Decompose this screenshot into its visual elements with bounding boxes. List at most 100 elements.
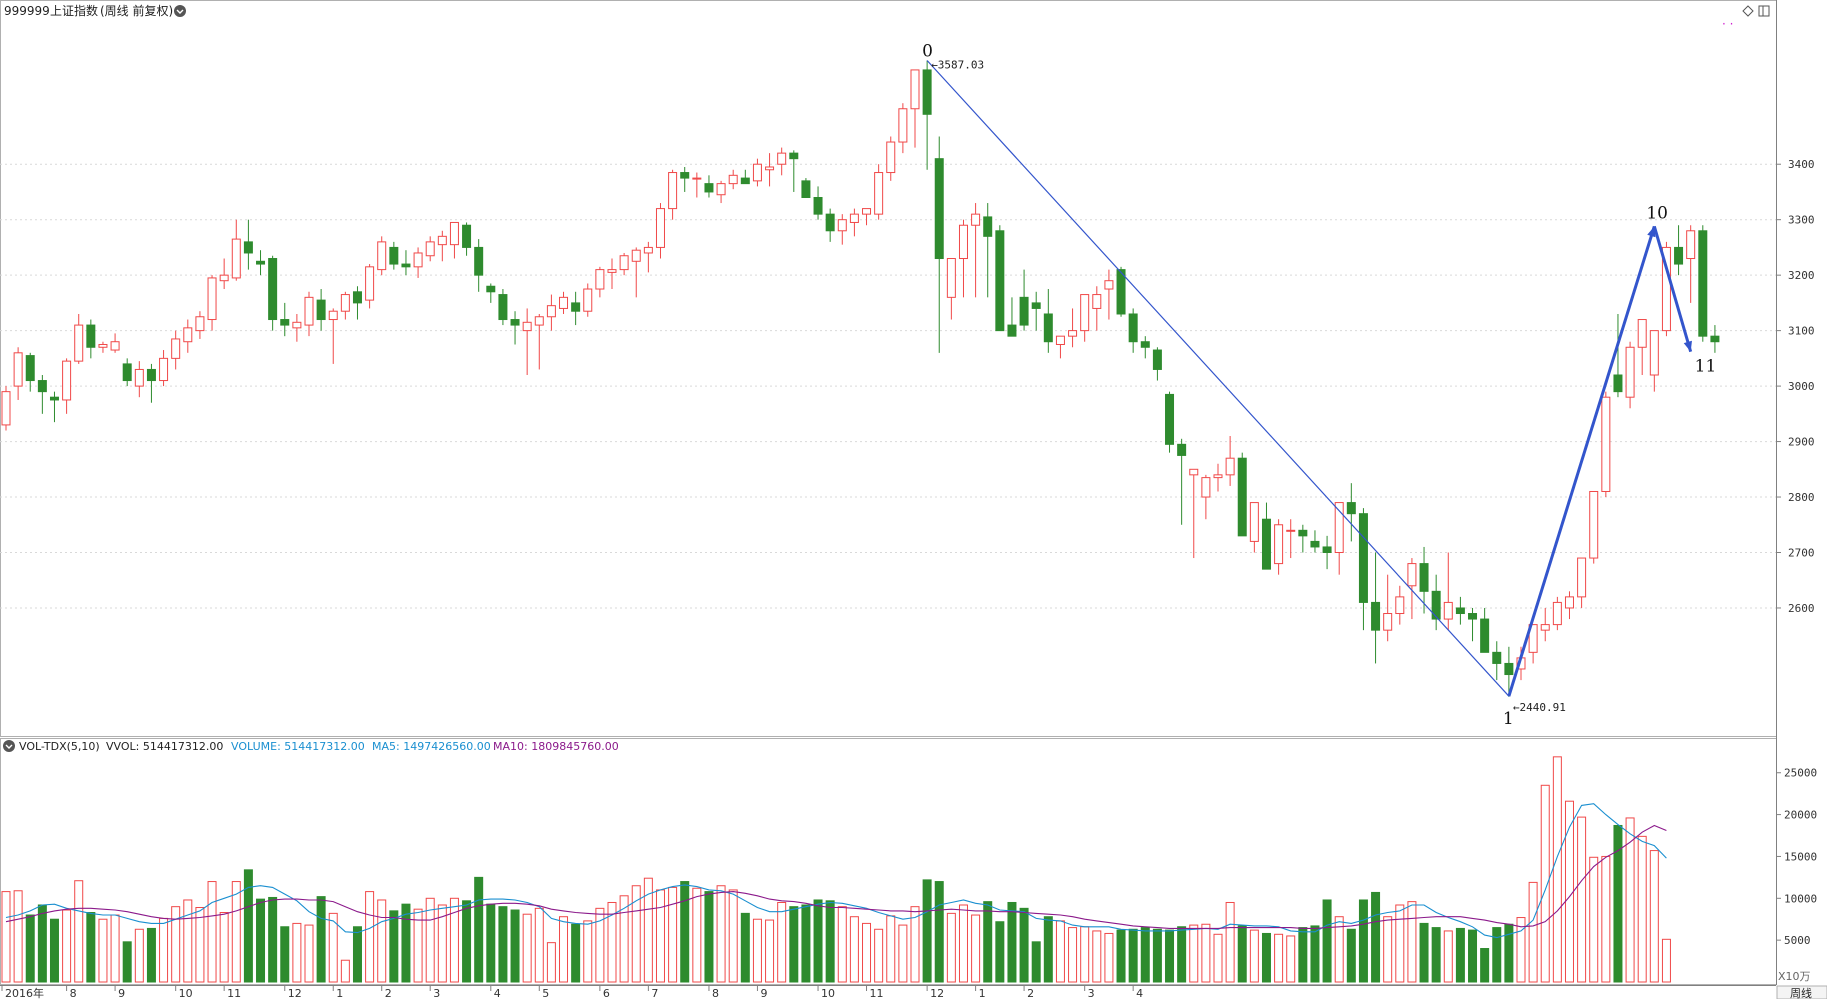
candle-body: [401, 263, 411, 268]
candle-body: [1140, 341, 1150, 348]
candle-body: [595, 269, 605, 290]
volume-bar: [352, 926, 362, 983]
candle: [619, 252, 629, 276]
candle: [1213, 463, 1223, 492]
volume-bar: [837, 906, 847, 983]
candle: [1177, 438, 1187, 525]
candle: [1031, 291, 1041, 331]
volume-chevron-icon[interactable]: [3, 740, 15, 752]
chevron-down-icon[interactable]: [174, 5, 186, 17]
candle: [643, 241, 653, 273]
volume-bar: [486, 903, 496, 983]
candle: [86, 319, 96, 359]
volume-bar: [1213, 933, 1223, 983]
candle: [1346, 483, 1356, 542]
candle: [413, 247, 423, 278]
volume-value: VOLUME: 514417312.00: [231, 740, 365, 753]
candle-body: [183, 327, 193, 343]
candle: [1468, 607, 1478, 642]
time-tick-label: 9: [760, 987, 767, 999]
time-tick-label: 9: [118, 987, 125, 999]
price-tick-label: 3200: [1788, 269, 1815, 282]
candle-body: [1346, 502, 1356, 515]
volume-bar: [1261, 932, 1271, 983]
candle-body: [389, 246, 399, 265]
candle: [1686, 225, 1696, 303]
volume-bar: [801, 904, 811, 983]
time-tick-label: 1: [979, 987, 986, 999]
candle: [183, 319, 193, 353]
volume-bar: [534, 907, 544, 983]
candle: [1007, 297, 1017, 337]
candle: [280, 302, 290, 337]
candle-body: [231, 238, 241, 279]
diamond-icon[interactable]: [1742, 5, 1754, 17]
candle-body: [874, 172, 884, 215]
candle-body: [1322, 546, 1332, 553]
candle-body: [1564, 596, 1574, 609]
candle-body: [49, 396, 59, 401]
candle: [1104, 269, 1114, 320]
candle-body: [74, 324, 84, 362]
candle-body: [110, 341, 120, 351]
candle: [728, 169, 738, 190]
candle-body: [1152, 349, 1162, 370]
volume-bar: [328, 912, 338, 983]
candle: [1552, 596, 1562, 631]
candle-body: [910, 69, 920, 110]
candle: [37, 375, 47, 414]
candle-body: [243, 241, 253, 254]
volume-bar: [377, 899, 387, 983]
volume-bar: [668, 886, 678, 983]
volume-ma10: MA10: 1809845760.00: [493, 740, 619, 753]
time-tick-label: 2: [1027, 987, 1034, 999]
volume-bar: [595, 907, 605, 983]
volume-bar: [1, 891, 11, 983]
candle: [1116, 266, 1126, 317]
wave-label: 1: [1503, 709, 1514, 729]
candle: [1152, 347, 1162, 381]
candle: [1237, 452, 1247, 537]
volume-bar: [25, 914, 35, 983]
volume-bar: [934, 881, 944, 983]
candle: [1310, 530, 1320, 553]
candle-body: [946, 258, 956, 298]
period-button[interactable]: [1776, 985, 1827, 999]
period-button-label[interactable]: 周线: [1790, 986, 1812, 999]
volume-bar: [765, 919, 775, 983]
volume-bar: [462, 900, 472, 983]
volume-bar: [1165, 929, 1175, 983]
candle: [607, 258, 617, 290]
volume-bar: [1043, 916, 1053, 983]
candle-body: [1371, 601, 1381, 631]
candle: [25, 352, 35, 392]
volume-bar: [692, 887, 702, 983]
candle-body: [1104, 280, 1114, 290]
candle: [934, 136, 944, 353]
volume-bar: [413, 908, 423, 983]
panel-toggle-icon[interactable]: [1758, 5, 1770, 17]
candle: [365, 264, 375, 309]
candle: [1322, 535, 1332, 570]
volume-bar: [1286, 935, 1296, 983]
volume-bar: [789, 906, 799, 983]
candle-body: [292, 321, 302, 329]
arrowhead-icon: [1647, 226, 1656, 238]
volume-bar: [655, 889, 665, 983]
candle: [1092, 286, 1102, 331]
volume-tick-label: 25000: [1784, 767, 1817, 780]
volume-bar: [1625, 817, 1635, 983]
candle: [910, 69, 920, 148]
candle: [777, 147, 787, 176]
volume-bar: [207, 881, 217, 983]
volume-bar: [1419, 922, 1429, 983]
candle: [219, 258, 229, 290]
candle-body: [1613, 374, 1623, 393]
candle-body: [1031, 302, 1041, 309]
candle-body: [316, 299, 326, 321]
wave-labels: 0 1 10 11 ←3587.03 ←2440.91: [922, 41, 1716, 729]
candle-body: [1552, 601, 1562, 626]
candle-body: [1249, 502, 1259, 542]
candle-body: [377, 241, 387, 271]
